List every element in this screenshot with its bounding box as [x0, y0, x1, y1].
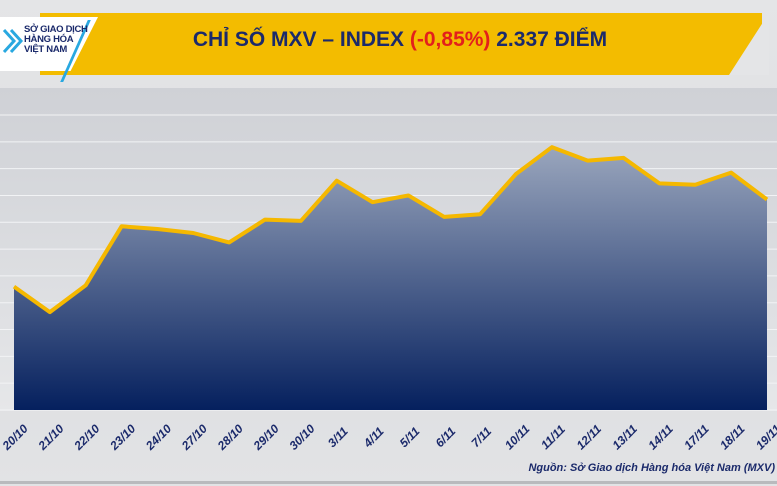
- x-tick-label: 11/11: [538, 422, 568, 452]
- source-note: Nguồn: Sở Giao dịch Hàng hóa Việt Nam (M…: [528, 462, 775, 474]
- title-prefix: CHỈ SỐ MXV – INDEX: [192, 28, 410, 51]
- x-tick-label: 22/10: [71, 421, 103, 453]
- x-tick-label: 23/10: [106, 421, 138, 453]
- logo-line-2: HÀNG HÓA: [24, 34, 74, 45]
- series-line: [12, 145, 769, 315]
- x-tick-label: 19/11: [753, 422, 777, 453]
- logo-line-3: VIỆT NAM: [24, 44, 67, 55]
- x-tick-label: 20/10: [0, 421, 31, 453]
- x-tick-label: 7/11: [468, 424, 494, 450]
- x-tick-label: 13/11: [609, 422, 640, 453]
- chart-title: CHỈ SỐ MXV – INDEX (-0,85%) 2.337 ĐIỂM: [100, 28, 700, 52]
- x-tick-label: 18/11: [717, 422, 748, 453]
- x-tick-label: 29/10: [250, 421, 282, 453]
- area-fill: [14, 147, 767, 410]
- x-tick-label: 12/11: [574, 422, 605, 453]
- x-tick-label: 3/11: [325, 424, 351, 450]
- x-tick-label: 4/11: [360, 424, 387, 451]
- x-tick-label: 5/11: [397, 424, 423, 450]
- x-tick-label: 27/10: [178, 421, 210, 453]
- x-tick-label: 17/11: [681, 422, 712, 453]
- x-tick-label: 6/11: [433, 424, 459, 450]
- title-banner: [40, 13, 762, 75]
- x-tick-label: 30/10: [286, 421, 317, 452]
- logo-line-1: SỞ GIAO DỊCH: [24, 24, 88, 35]
- x-tick-label: 24/10: [142, 421, 174, 453]
- title-suffix: 2.337 ĐIỂM: [490, 28, 608, 51]
- x-tick-label: 21/10: [35, 421, 67, 453]
- title-change: (-0,85%): [409, 28, 491, 51]
- bottom-divider: [0, 481, 777, 484]
- logo-text: SỞ GIAO DỊCH HÀNG HÓA VIỆT NAM: [24, 25, 88, 55]
- x-tick-label: 10/11: [502, 422, 533, 453]
- logo-chevron-icon: [2, 28, 24, 54]
- x-tick-label: 28/10: [214, 421, 246, 453]
- x-tick-label: 14/11: [645, 422, 676, 453]
